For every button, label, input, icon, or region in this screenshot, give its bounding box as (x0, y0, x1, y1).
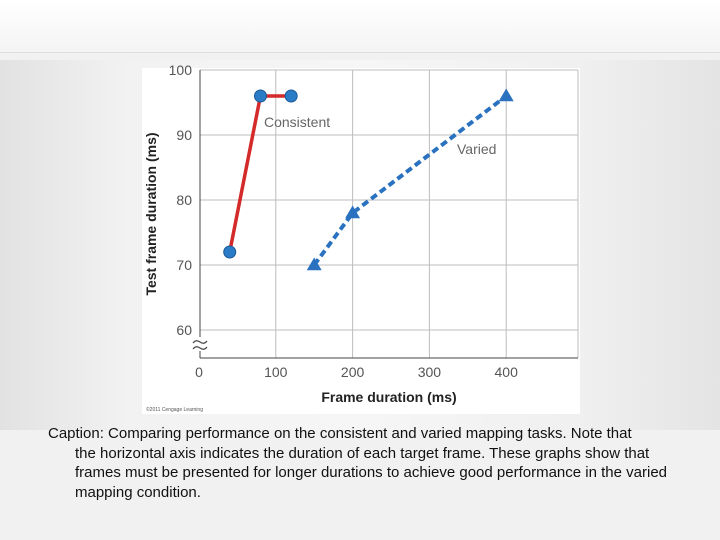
data-point-varied (306, 257, 322, 271)
slide-header-band (0, 0, 720, 53)
chart-grid (200, 69, 579, 358)
chart-labels: Test frame duration (ms) Frame duration … (143, 132, 457, 413)
data-point-consistent (284, 89, 298, 103)
x-tick-label: 0 (195, 364, 203, 380)
chart-panel (142, 68, 580, 414)
x-tick-label: 200 (341, 364, 365, 380)
x-tick-label: 300 (418, 364, 442, 380)
series-line-varied (312, 94, 508, 267)
data-point-varied (345, 205, 361, 219)
axis-break-mark (192, 340, 208, 344)
chart-ticks: 0 100 200 300 400 60 70 80 90 100 (169, 62, 518, 380)
x-axis-label: Frame duration (ms) (321, 389, 456, 405)
x-tick-label: 400 (495, 364, 519, 380)
x-tick-label: 100 (264, 364, 288, 380)
data-point-consistent (253, 89, 267, 103)
y-tick-label: 60 (176, 322, 192, 338)
y-tick-label: 80 (176, 192, 192, 208)
chart-series: Consistent Varied (223, 88, 514, 271)
caption: Caption: Comparing performance on the co… (48, 424, 688, 502)
data-point-consistent (223, 245, 237, 259)
y-tick-label: 90 (176, 127, 192, 143)
axis-break-mark (192, 346, 208, 350)
caption-body: the horizontal axis indicates the durati… (75, 444, 668, 501)
series-label-consistent: Consistent (264, 114, 330, 130)
chart-axes (192, 70, 578, 359)
data-point-varied (498, 88, 514, 102)
caption-first-line: Caption: Comparing performance on the co… (48, 425, 632, 442)
y-axis-label: Test frame duration (ms) (143, 132, 159, 295)
copyright-credit: ©2011 Cengage Learning (146, 406, 203, 413)
series-label-varied: Varied (457, 141, 496, 157)
y-tick-label: 70 (176, 257, 192, 273)
y-tick-label: 100 (169, 62, 193, 78)
